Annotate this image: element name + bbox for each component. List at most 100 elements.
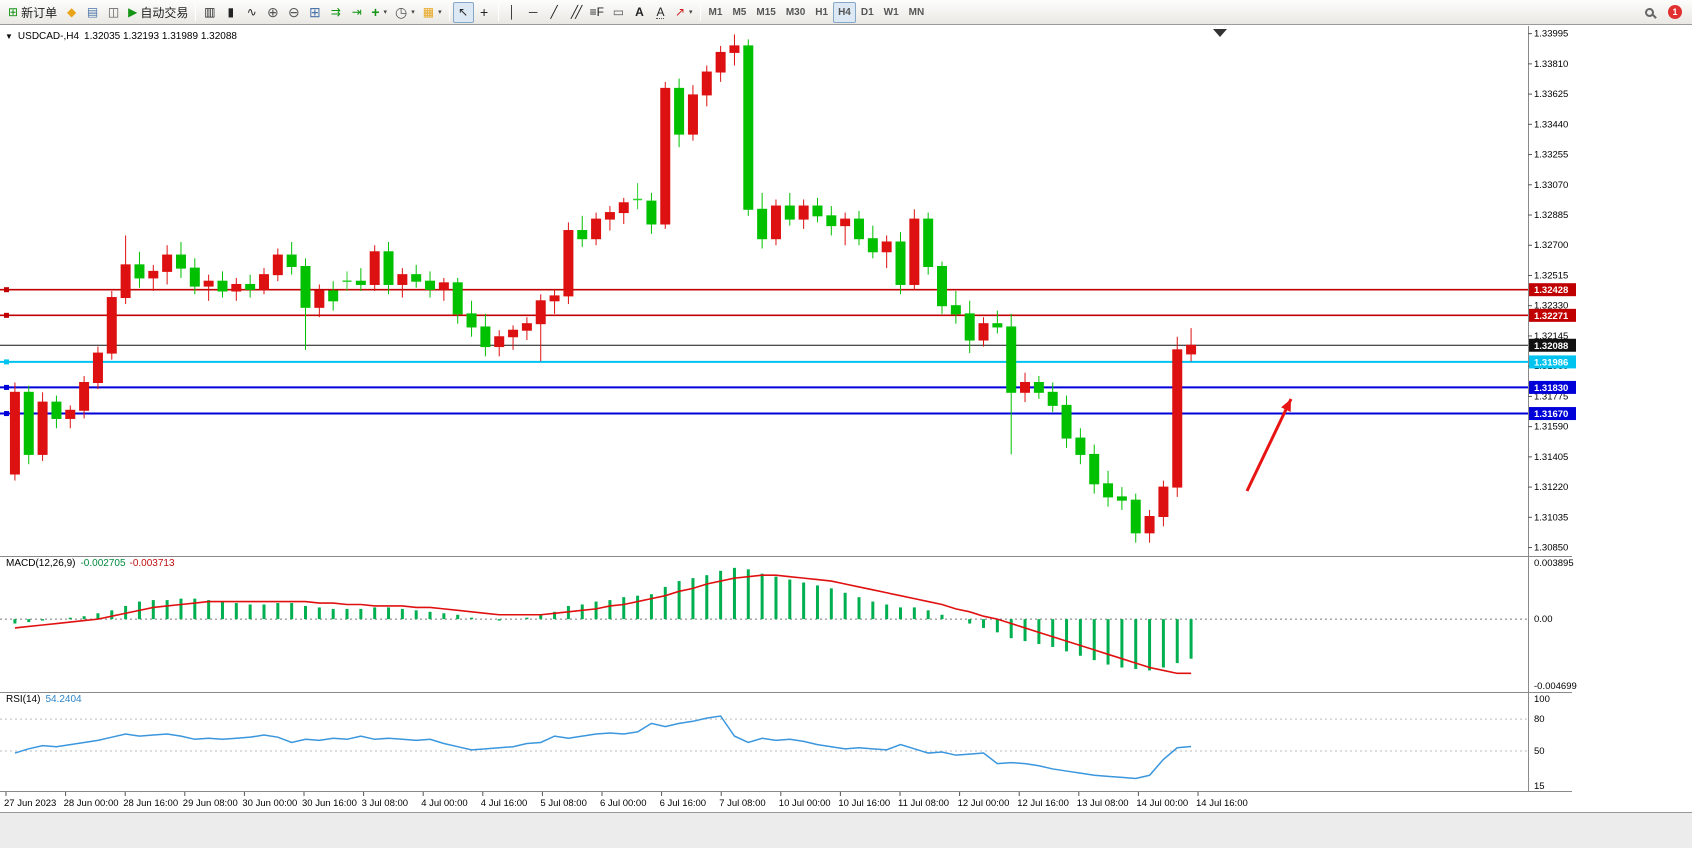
price-tick-label: 1.30850	[1534, 543, 1568, 554]
text-icon: A	[635, 5, 644, 19]
symbol-dropdown-icon[interactable]: ▼	[5, 32, 13, 41]
fibonacci-icon: ≡F	[589, 5, 604, 19]
level-handle[interactable]	[4, 312, 9, 318]
time-tick-label: 29 Jun 08:00	[183, 798, 238, 809]
timeframe-mn[interactable]: MN	[904, 2, 930, 23]
search-button[interactable]	[1639, 2, 1660, 23]
trendline-icon: ╱	[550, 5, 558, 19]
price-tick-label: 1.32145	[1534, 331, 1568, 342]
chart-shift-marker[interactable]	[1213, 29, 1227, 37]
toolbar-separator	[195, 3, 197, 21]
toolbar-separator	[497, 3, 499, 21]
data-window-icon: ◫	[107, 5, 120, 19]
time-tick-label: 3 Jul 08:00	[362, 798, 408, 809]
arrows-button[interactable]: ↗ ▾	[671, 2, 697, 23]
timeframe-m15[interactable]: M15	[751, 2, 780, 23]
price-tick-label: 1.33625	[1534, 89, 1568, 100]
community-button[interactable]: ◆	[61, 2, 82, 23]
crosshair-button[interactable]: +	[474, 2, 495, 23]
cursor-arrow-icon: ↖	[458, 5, 469, 19]
indicators-button[interactable]: + ▾	[367, 2, 391, 23]
macd-signal-line	[14, 574, 1192, 675]
trend-arrow-head	[1281, 399, 1291, 412]
time-tick-label: 4 Jul 00:00	[421, 798, 467, 809]
chart-shift-button[interactable]: ⇥	[346, 2, 367, 23]
new-order-button[interactable]: ⊞ 新订单	[4, 2, 61, 23]
text-label-button[interactable]: A	[650, 2, 671, 23]
level-handle[interactable]	[4, 384, 9, 390]
vertical-line-button[interactable]: │	[502, 2, 523, 23]
periods-button[interactable]: ◷ ▾	[391, 2, 419, 23]
dropdown-caret-icon: ▾	[383, 8, 388, 16]
chart-ohlc-values: 1.32035 1.32193 1.31989 1.32088	[84, 31, 237, 42]
trendline-button[interactable]: ╱	[544, 2, 565, 23]
timeframe-m5[interactable]: M5	[727, 2, 751, 23]
price-tick-label: 1.33255	[1534, 150, 1568, 161]
timeframe-d1[interactable]: D1	[856, 2, 879, 23]
level-handle[interactable]	[4, 411, 9, 417]
channel-button[interactable]: ╱╱	[565, 2, 586, 23]
price-tick-label: 1.31775	[1534, 391, 1568, 402]
rsi-axis-label: 100	[1534, 694, 1550, 705]
zoom-out-icon: ⊖	[287, 4, 300, 20]
time-tick-label: 13 Jul 08:00	[1077, 798, 1129, 809]
tile-windows-button[interactable]: ⊞	[304, 2, 325, 23]
chart-title-bar: ▼ USDCAD-,H4 1.32035 1.32193 1.31989 1.3…	[5, 31, 237, 42]
templates-button[interactable]: ▦ ▾	[419, 2, 446, 23]
time-tick-label: 12 Jul 16:00	[1017, 798, 1069, 809]
price-tick-label: 1.33070	[1534, 180, 1568, 191]
autotrading-button[interactable]: ▶ 自动交易	[124, 2, 192, 23]
printer-icon: ▤	[86, 5, 99, 19]
timeframe-w1[interactable]: W1	[879, 2, 904, 23]
community-icon: ◆	[66, 5, 77, 19]
macd-axis-label: -0.004699	[1534, 681, 1577, 692]
rsi-value: 54.2404	[45, 694, 82, 705]
price-tick-label: 1.33995	[1534, 29, 1568, 40]
new-order-label: 新订单	[21, 5, 58, 20]
dropdown-caret-icon: ▾	[689, 8, 693, 16]
time-tick-label: 27 Jun 2023	[4, 798, 56, 809]
timeframe-m30[interactable]: M30	[781, 2, 810, 23]
trend-arrow[interactable]	[1245, 398, 1293, 492]
price-tick-label: 1.32515	[1534, 270, 1568, 281]
price-badge-label: 1.31670	[1534, 409, 1568, 420]
price-tick-label: 1.33810	[1534, 59, 1568, 70]
price-badge-label: 1.32088	[1534, 341, 1568, 352]
price-tick-label: 1.31405	[1534, 452, 1568, 463]
macd-name: MACD(12,26,9)	[6, 558, 76, 569]
new-order-icon: ⊞	[8, 5, 19, 19]
cursor-button[interactable]: ↖	[452, 1, 474, 23]
time-tick-label: 4 Jul 16:00	[481, 798, 527, 809]
auto-scroll-button[interactable]: ⇉	[325, 2, 346, 23]
line-chart-button[interactable]: ∿	[241, 2, 262, 23]
time-tick-label: 28 Jun 00:00	[64, 798, 119, 809]
time-tick-label: 28 Jun 16:00	[123, 798, 178, 809]
level-handle[interactable]	[4, 287, 9, 293]
time-axis	[5, 792, 1199, 796]
timeframe-h4[interactable]: H4	[833, 1, 856, 23]
line-chart-icon: ∿	[246, 5, 257, 19]
notification-badge[interactable]: 1	[1668, 5, 1682, 19]
data-window-button[interactable]: ◫	[103, 2, 124, 23]
bars-chart-button[interactable]: ▥	[199, 2, 220, 23]
price-badge-bid-price	[1529, 338, 1576, 352]
rsi-name: RSI(14)	[6, 694, 41, 705]
price-badge-label: 1.31830	[1534, 383, 1568, 394]
print-button[interactable]: ▤	[82, 2, 103, 23]
arrow-object-icon: ↗	[674, 5, 686, 19]
shapes-button[interactable]: ▭	[608, 2, 629, 23]
fibonacci-button[interactable]: ≡F	[586, 2, 608, 23]
timeframe-m1[interactable]: M1	[704, 2, 728, 23]
zoom-out-button[interactable]: ⊖	[283, 2, 304, 23]
dropdown-caret-icon: ▾	[411, 8, 415, 16]
candlestick-chart-button[interactable]: ▮	[220, 2, 241, 23]
price-tick-label: 1.31035	[1534, 512, 1568, 523]
level-handle[interactable]	[4, 359, 9, 365]
chart-canvas[interactable]: 1.33995 1.33810 1.33625 1.33440 1.33255 1.330…	[0, 25, 1692, 812]
text-button[interactable]: A	[629, 2, 650, 23]
price-tick-label: 1.31590	[1534, 422, 1568, 433]
horizontal-line-button[interactable]: ─	[523, 2, 544, 23]
zoom-in-button[interactable]: ⊕	[262, 2, 283, 23]
timeframe-h1[interactable]: H1	[810, 2, 833, 23]
macd-axis-label: 0.00	[1534, 614, 1553, 625]
